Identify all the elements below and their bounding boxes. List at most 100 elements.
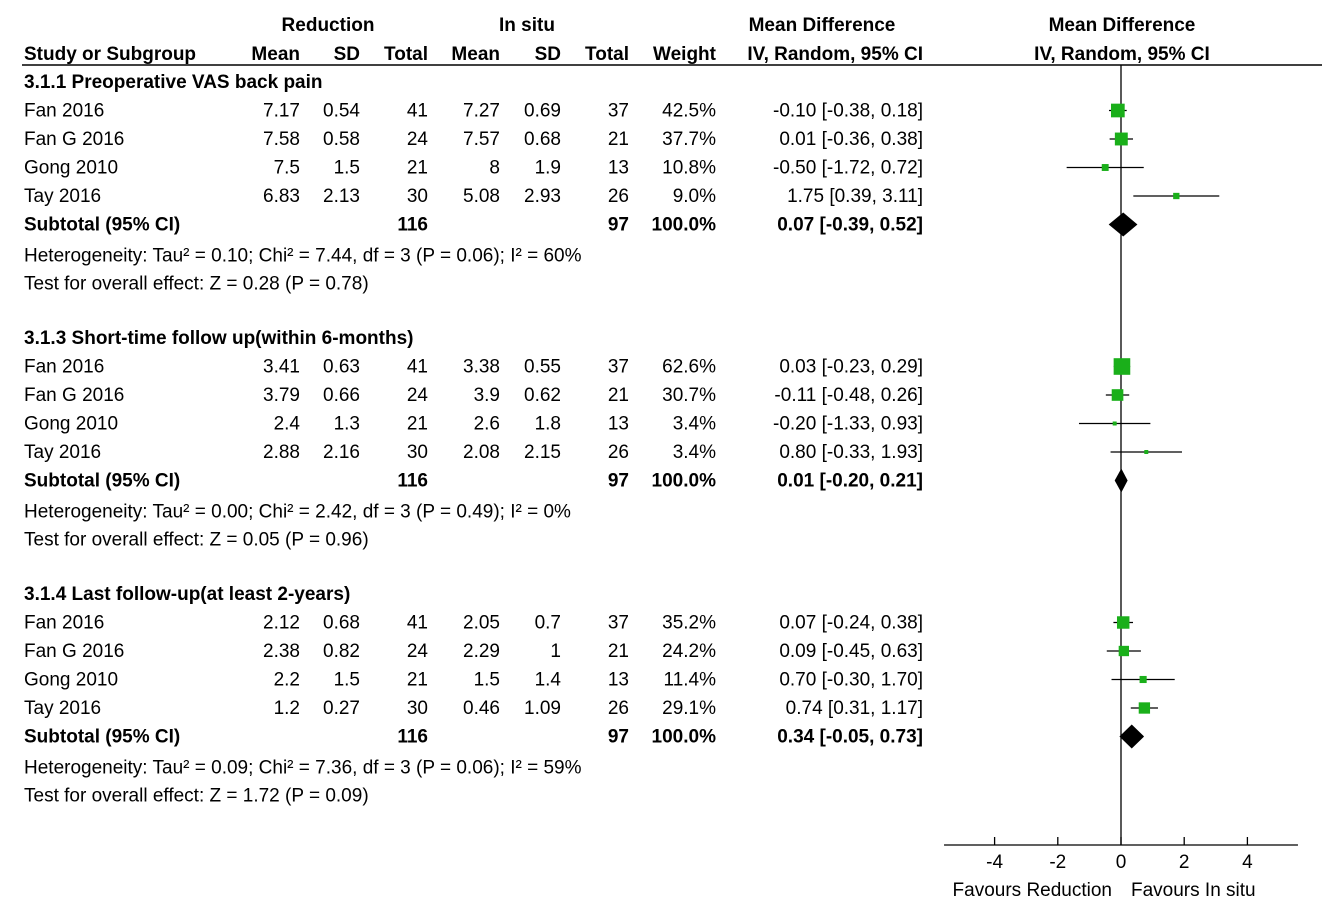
- subtotal-diamond: [1108, 212, 1138, 237]
- study-ci-text: 1.75 [0.39, 3.11]: [787, 186, 923, 207]
- study-sd-insitu: 1.09: [524, 698, 561, 719]
- heterogeneity-text: Heterogeneity: Tau² = 0.00; Chi² = 2.42,…: [24, 502, 571, 523]
- study-mean-insitu: 5.08: [463, 186, 500, 207]
- study-total-reduction: 41: [407, 101, 428, 122]
- study-ci-text: 0.03 [-0.23, 0.29]: [779, 357, 923, 378]
- study-sd-insitu: 0.7: [535, 613, 561, 634]
- study-sd-reduction: 0.58: [323, 129, 360, 150]
- study-mean-reduction: 2.38: [263, 641, 300, 662]
- study-name: Gong 2010: [24, 414, 118, 435]
- study-sd-reduction: 0.66: [323, 385, 360, 406]
- study-total-reduction: 21: [407, 158, 428, 179]
- subtotal-total-insitu: 97: [608, 215, 629, 236]
- study-point-marker: [1144, 450, 1149, 454]
- x-tick-label: 0: [1116, 852, 1127, 873]
- study-total-reduction: 24: [407, 385, 429, 406]
- study-total-reduction: 41: [407, 613, 428, 634]
- study-name: Gong 2010: [24, 158, 118, 179]
- study-total-insitu: 13: [608, 158, 629, 179]
- header-group1: Reduction: [282, 15, 375, 36]
- study-total-reduction: 24: [407, 641, 429, 662]
- study-mean-reduction: 7.58: [263, 129, 300, 150]
- study-weight: 3.4%: [673, 442, 716, 463]
- study-ci-text: 0.09 [-0.45, 0.63]: [779, 641, 923, 662]
- x-tick-label: 4: [1242, 852, 1253, 873]
- study-sd-insitu: 1.9: [535, 158, 561, 179]
- header-study: Study or Subgroup: [24, 44, 196, 65]
- study-sd-insitu: 2.93: [524, 186, 561, 207]
- header-total1: Total: [384, 44, 428, 65]
- study-name: Fan 2016: [24, 613, 104, 634]
- study-name: Tay 2016: [24, 698, 101, 719]
- study-total-insitu: 21: [608, 129, 629, 150]
- study-mean-insitu: 2.29: [463, 641, 500, 662]
- header-effect-title: Mean Difference: [749, 15, 896, 36]
- study-name: Fan 2016: [24, 101, 104, 122]
- overall-effect-text: Test for overall effect: Z = 0.05 (P = 0…: [24, 530, 369, 551]
- subgroup-title: 3.1.3 Short-time follow up(within 6-mont…: [24, 328, 414, 349]
- study-sd-insitu: 0.55: [524, 357, 561, 378]
- study-mean-reduction: 7.17: [263, 101, 300, 122]
- study-sd-insitu: 1.8: [535, 414, 561, 435]
- subtotal-total-reduction: 116: [397, 471, 428, 492]
- study-total-reduction: 41: [407, 357, 428, 378]
- study-mean-reduction: 2.12: [263, 613, 300, 634]
- subtotal-label: Subtotal (95% CI): [24, 471, 180, 492]
- study-ci-text: -0.11 [-0.48, 0.26]: [774, 385, 923, 406]
- study-mean-reduction: 2.88: [263, 442, 300, 463]
- x-tick-label: -2: [1049, 852, 1066, 873]
- study-mean-insitu: 2.6: [474, 414, 500, 435]
- study-mean-insitu: 3.38: [463, 357, 500, 378]
- subtotal-ci-text: 0.34 [-0.05, 0.73]: [777, 727, 923, 748]
- study-ci-text: -0.20 [-1.33, 0.93]: [773, 414, 923, 435]
- study-sd-insitu: 0.62: [524, 385, 561, 406]
- study-total-insitu: 13: [608, 414, 629, 435]
- header-weight: Weight: [653, 44, 717, 65]
- study-weight: 42.5%: [662, 101, 716, 122]
- study-point-marker: [1138, 702, 1151, 714]
- overall-effect-text: Test for overall effect: Z = 0.28 (P = 0…: [24, 274, 369, 295]
- study-sd-reduction: 0.54: [323, 101, 360, 122]
- study-ci-text: -0.10 [-0.38, 0.18]: [773, 101, 923, 122]
- study-point-marker: [1112, 421, 1117, 426]
- header-total2: Total: [585, 44, 629, 65]
- study-ci-text: 0.80 [-0.33, 1.93]: [779, 442, 923, 463]
- subtotal-diamond: [1114, 468, 1128, 493]
- study-sd-reduction: 0.68: [323, 613, 360, 634]
- favours-left-label: Favours Reduction: [953, 880, 1112, 901]
- study-mean-reduction: 2.4: [274, 414, 301, 435]
- study-point-marker: [1113, 358, 1131, 375]
- study-ci-text: 0.70 [-0.30, 1.70]: [779, 670, 923, 691]
- study-sd-reduction: 2.13: [323, 186, 360, 207]
- subtotal-total-insitu: 97: [608, 727, 629, 748]
- overall-effect-text: Test for overall effect: Z = 1.72 (P = 0…: [24, 786, 369, 807]
- x-tick-label: 2: [1179, 852, 1190, 873]
- study-sd-reduction: 0.82: [323, 641, 360, 662]
- heterogeneity-text: Heterogeneity: Tau² = 0.10; Chi² = 7.44,…: [24, 246, 582, 267]
- study-sd-insitu: 0.68: [524, 129, 561, 150]
- study-ci-text: 0.07 [-0.24, 0.38]: [779, 613, 923, 634]
- study-weight: 24.2%: [662, 641, 716, 662]
- study-mean-reduction: 7.5: [274, 158, 300, 179]
- study-point-marker: [1101, 164, 1109, 171]
- study-sd-insitu: 1.4: [535, 670, 562, 691]
- study-total-reduction: 30: [407, 698, 428, 719]
- study-name: Tay 2016: [24, 442, 101, 463]
- subtotal-weight: 100.0%: [652, 215, 717, 236]
- study-weight: 30.7%: [662, 385, 716, 406]
- subtotal-total-insitu: 97: [608, 471, 629, 492]
- study-mean-insitu: 1.5: [474, 670, 500, 691]
- study-mean-insitu: 2.05: [463, 613, 500, 634]
- study-sd-reduction: 1.5: [334, 670, 360, 691]
- study-name: Fan G 2016: [24, 129, 124, 150]
- study-total-insitu: 21: [608, 641, 629, 662]
- header-plot-method: IV, Random, 95% CI: [1034, 44, 1210, 65]
- study-total-reduction: 30: [407, 442, 428, 463]
- study-point-marker: [1111, 389, 1124, 401]
- subtotal-label: Subtotal (95% CI): [24, 215, 180, 236]
- header-sd1: SD: [334, 44, 360, 65]
- study-sd-insitu: 2.15: [524, 442, 561, 463]
- study-total-insitu: 37: [608, 357, 629, 378]
- study-total-reduction: 21: [407, 414, 428, 435]
